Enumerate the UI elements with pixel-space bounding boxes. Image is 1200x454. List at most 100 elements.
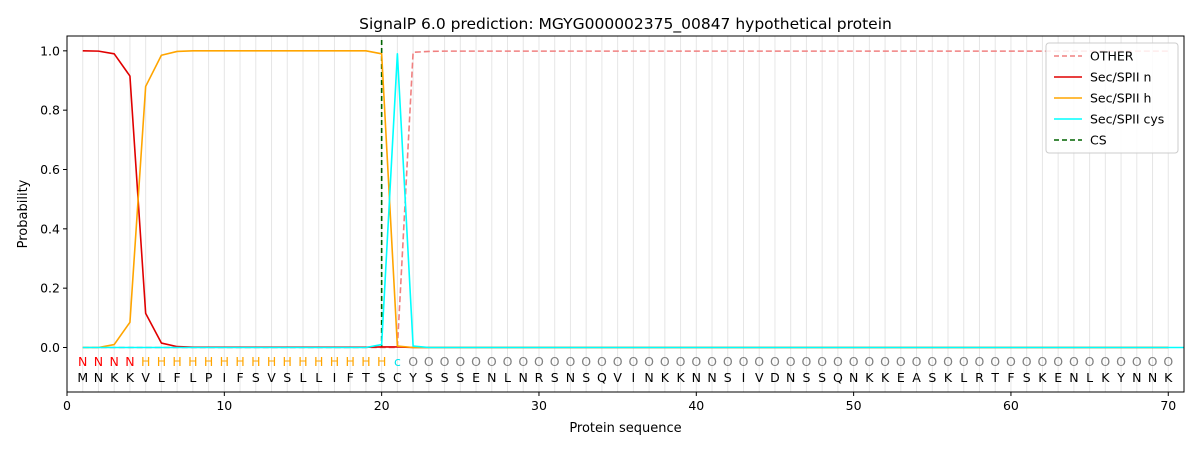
residue-label: I [222,370,226,385]
region-label: O [597,354,607,369]
y-tick-label: 1.0 [40,43,60,58]
x-tick-label: 40 [688,398,704,413]
region-label: H [220,354,229,369]
region-label: O [723,354,733,369]
region-label: H [157,354,166,369]
residue-label: K [881,370,890,385]
residue-label: K [1101,370,1110,385]
region-label: O [1037,354,1047,369]
region-label: O [864,354,874,369]
region-label: O [833,354,843,369]
residue-label: L [960,370,967,385]
sequence-labels: NMNNNKNKHVHLHFHLHPHIHFHSHVHSHLHLHIHFHTHS… [77,354,1173,385]
x-tick-label: 50 [846,398,862,413]
region-label: O [471,354,481,369]
region-label: O [644,354,654,369]
region-label: N [110,354,119,369]
residue-label: S [456,370,464,385]
residue-label: Y [1116,370,1125,385]
region-label: O [628,354,638,369]
region-label: O [534,354,544,369]
residue-label: Q [597,370,607,385]
region-label: H [330,354,339,369]
region-label: H [267,354,276,369]
region-label: c [394,354,401,369]
y-tick-label: 0.2 [40,281,60,296]
residue-label: F [236,370,243,385]
residue-label: F [347,370,354,385]
residue-label: K [661,370,670,385]
region-label: O [802,354,812,369]
region-label: O [487,354,497,369]
residue-label: F [174,370,181,385]
region-label: O [707,354,717,369]
residue-label: E [1054,370,1062,385]
residue-label: D [770,370,780,385]
residue-label: N [707,370,716,385]
region-label: O [518,354,528,369]
residue-label: N [94,370,103,385]
region-label: O [676,354,686,369]
region-label: H [235,354,244,369]
residue-label: S [1023,370,1031,385]
y-axis: 0.0 0.2 0.4 0.6 0.8 1.0 [40,43,67,355]
x-tick-label: 30 [531,398,547,413]
y-tick-label: 0.4 [40,221,60,236]
plot-frame [66,35,1185,393]
region-label: O [503,354,513,369]
residue-label: S [551,370,559,385]
y-tick-label: 0.8 [40,103,60,118]
residue-label: K [1038,370,1047,385]
region-label: O [408,354,418,369]
residue-label: I [632,370,636,385]
region-label: H [377,354,386,369]
region-label: O [566,354,576,369]
region-label: O [959,354,969,369]
region-label: O [1022,354,1032,369]
residue-label: I [333,370,337,385]
residue-label: Q [833,370,843,385]
legend-entry: Sec/SPII cys [1090,112,1164,127]
region-label: H [251,354,260,369]
residue-label: E [472,370,480,385]
x-tick-label: 0 [63,398,71,413]
region-label: O [691,354,701,369]
region-label: O [1132,354,1142,369]
residue-label: S [724,370,732,385]
region-label: H [361,354,370,369]
residue-label: C [393,370,402,385]
region-label: O [912,354,922,369]
legend-entry: CS [1090,133,1107,148]
region-label: O [1163,354,1173,369]
region-label: H [141,354,150,369]
region-label: H [298,354,307,369]
region-label: O [770,354,780,369]
region-label: O [754,354,764,369]
legend-entry: OTHER [1090,49,1134,64]
region-label: O [440,354,450,369]
region-label: H [345,354,354,369]
region-label: O [581,354,591,369]
residue-label: I [742,370,746,385]
region-label: H [314,354,323,369]
residue-label: K [676,370,685,385]
residue-label: L [1086,370,1093,385]
residue-label: N [1148,370,1157,385]
region-label: H [188,354,197,369]
region-label: O [880,354,890,369]
region-label: O [613,354,623,369]
residue-label: V [613,370,622,385]
residue-label: L [315,370,322,385]
region-label: N [125,354,134,369]
residue-label: N [1132,370,1141,385]
legend-entry: Sec/SPII h [1090,91,1151,106]
region-label: O [1069,354,1079,369]
residue-label: S [252,370,260,385]
region-label: O [550,354,560,369]
residue-label: K [1164,370,1173,385]
residue-label: L [189,370,196,385]
x-tick-label: 10 [216,398,232,413]
x-tick-label: 70 [1160,398,1176,413]
